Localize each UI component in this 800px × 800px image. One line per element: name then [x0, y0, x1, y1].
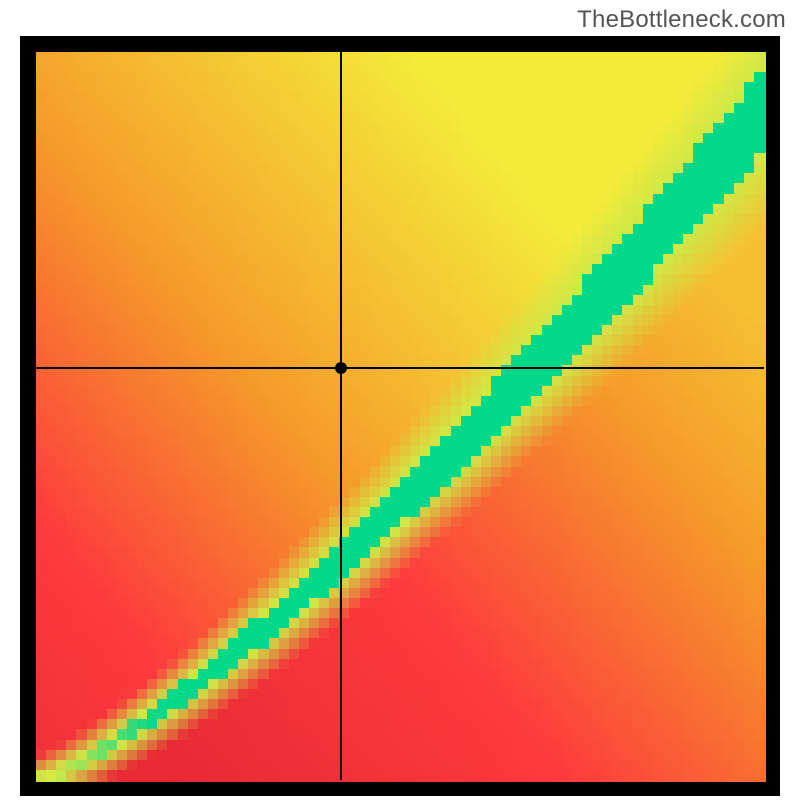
border-top	[20, 36, 780, 52]
heatmap-area	[36, 52, 764, 780]
watermark-text: TheBottleneck.com	[577, 6, 786, 34]
border-left	[20, 36, 36, 796]
border-right	[764, 36, 780, 796]
chart-stage: TheBottleneck.com	[0, 0, 800, 800]
border-bottom	[20, 780, 780, 796]
